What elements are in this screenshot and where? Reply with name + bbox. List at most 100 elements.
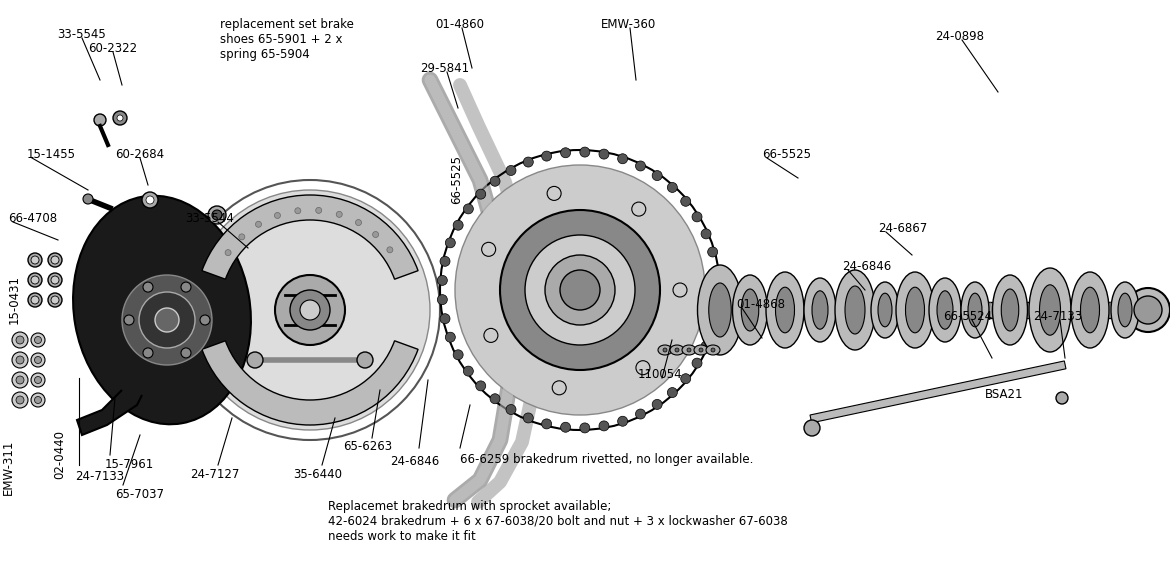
Circle shape	[505, 405, 516, 415]
Circle shape	[28, 293, 42, 307]
Circle shape	[1057, 392, 1068, 404]
Circle shape	[295, 208, 301, 214]
Circle shape	[212, 210, 222, 220]
Circle shape	[208, 206, 226, 224]
Ellipse shape	[709, 283, 731, 337]
Circle shape	[453, 220, 463, 230]
Circle shape	[701, 341, 711, 351]
Circle shape	[48, 273, 62, 287]
Circle shape	[34, 357, 41, 364]
Ellipse shape	[1028, 268, 1071, 352]
Text: 33-5544: 33-5544	[186, 212, 234, 225]
Circle shape	[34, 397, 41, 404]
Circle shape	[275, 212, 281, 218]
Ellipse shape	[968, 293, 982, 327]
Ellipse shape	[697, 265, 743, 355]
Ellipse shape	[870, 282, 899, 338]
Circle shape	[552, 381, 566, 395]
Circle shape	[636, 361, 649, 375]
Circle shape	[48, 293, 62, 307]
Circle shape	[525, 235, 635, 345]
Circle shape	[34, 376, 41, 383]
Text: 02-0440: 02-0440	[54, 430, 67, 479]
Ellipse shape	[929, 278, 961, 342]
Circle shape	[28, 253, 42, 267]
Circle shape	[30, 296, 39, 304]
Circle shape	[681, 373, 690, 384]
Circle shape	[463, 366, 474, 376]
Circle shape	[255, 221, 262, 228]
Circle shape	[663, 348, 667, 352]
Ellipse shape	[1039, 285, 1060, 335]
Text: EMW-360: EMW-360	[600, 18, 655, 31]
Text: 24-7127: 24-7127	[191, 468, 240, 481]
Circle shape	[247, 352, 263, 368]
Circle shape	[698, 348, 703, 352]
Text: 24-7133: 24-7133	[75, 470, 124, 483]
Circle shape	[357, 352, 373, 368]
Circle shape	[200, 315, 209, 325]
Text: BSA21: BSA21	[985, 388, 1024, 401]
Ellipse shape	[906, 287, 924, 333]
Text: 24-6846: 24-6846	[391, 455, 440, 468]
Circle shape	[143, 348, 153, 358]
Circle shape	[30, 276, 39, 284]
Text: 24-6867: 24-6867	[878, 222, 928, 235]
Circle shape	[711, 304, 722, 314]
Circle shape	[580, 423, 590, 433]
Ellipse shape	[706, 345, 720, 355]
Circle shape	[181, 348, 191, 358]
Circle shape	[542, 419, 551, 429]
Circle shape	[804, 420, 820, 436]
Circle shape	[580, 147, 590, 157]
Wedge shape	[202, 195, 418, 279]
Ellipse shape	[961, 282, 989, 338]
Circle shape	[146, 196, 154, 204]
Ellipse shape	[992, 275, 1027, 345]
Circle shape	[316, 207, 322, 214]
Text: 65-6263: 65-6263	[344, 440, 393, 453]
Text: 60-2684: 60-2684	[116, 148, 165, 161]
Ellipse shape	[694, 345, 708, 355]
Circle shape	[190, 190, 431, 430]
Text: 60-2322: 60-2322	[89, 42, 138, 55]
Text: 24-7133: 24-7133	[1033, 310, 1082, 323]
Circle shape	[455, 165, 706, 415]
Circle shape	[51, 296, 58, 304]
Circle shape	[482, 243, 496, 256]
Circle shape	[181, 282, 191, 292]
Ellipse shape	[73, 196, 250, 424]
Circle shape	[618, 154, 627, 164]
Ellipse shape	[776, 287, 794, 333]
Circle shape	[440, 314, 450, 324]
Ellipse shape	[682, 345, 696, 355]
Ellipse shape	[812, 291, 828, 329]
Circle shape	[711, 348, 715, 352]
Circle shape	[708, 247, 717, 257]
Circle shape	[113, 111, 128, 125]
Circle shape	[139, 292, 195, 348]
Circle shape	[372, 232, 379, 237]
Circle shape	[143, 282, 153, 292]
Circle shape	[548, 186, 562, 200]
Circle shape	[438, 276, 447, 285]
Circle shape	[708, 323, 717, 333]
Circle shape	[675, 348, 679, 352]
Circle shape	[701, 229, 711, 239]
Text: 01-4860: 01-4860	[435, 18, 484, 31]
Circle shape	[476, 381, 486, 391]
Text: 15-0431: 15-0431	[8, 276, 21, 324]
Circle shape	[356, 219, 362, 226]
Text: 110054: 110054	[638, 368, 682, 381]
Circle shape	[476, 189, 486, 199]
Circle shape	[618, 416, 627, 426]
Circle shape	[12, 392, 28, 408]
Circle shape	[122, 275, 212, 365]
Circle shape	[667, 182, 677, 192]
Text: 33-5545: 33-5545	[57, 28, 106, 41]
Circle shape	[387, 247, 393, 253]
Circle shape	[652, 400, 662, 409]
Circle shape	[438, 295, 447, 305]
Ellipse shape	[742, 289, 759, 331]
Circle shape	[30, 393, 44, 407]
